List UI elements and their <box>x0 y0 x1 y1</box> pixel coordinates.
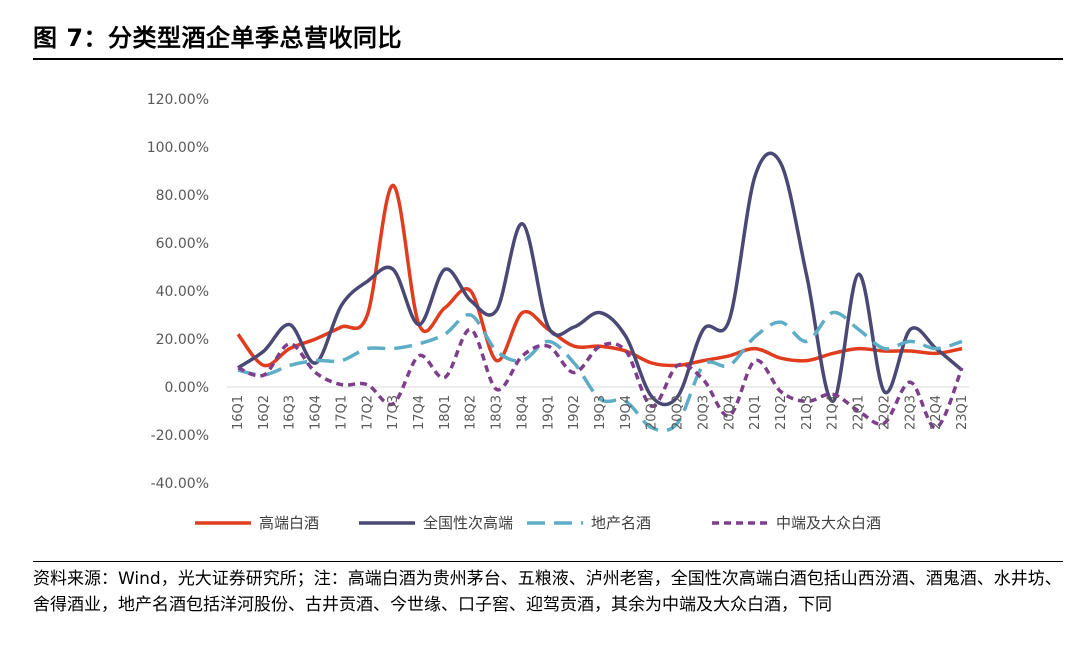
x-tick-label: 21Q3 <box>800 395 815 430</box>
x-tick-label: 19Q2 <box>567 395 582 430</box>
legend-label: 高端白酒 <box>259 514 319 532</box>
line-chart: 120.00% 100.00% 80.00% 60.00% 40.00% 20.00% 0.… <box>147 92 970 532</box>
y-tick-label: -40.00% <box>151 476 209 492</box>
y-tick-label: -20.00% <box>151 428 209 444</box>
figure-title: 图 7：分类型酒企单季总营收同比 <box>33 24 403 52</box>
y-tick-label: 120.00% <box>147 92 209 108</box>
x-tick-label: 17Q3 <box>386 395 401 430</box>
x-tick-label: 16Q3 <box>283 395 298 430</box>
x-tick-label: 17Q2 <box>360 395 375 430</box>
x-tick-label: 21Q2 <box>774 395 789 430</box>
legend-label: 中端及大众白酒 <box>776 514 881 532</box>
x-tick-label: 18Q3 <box>490 395 505 430</box>
x-axis: 16Q1 16Q2 16Q3 16Q4 17Q1 17Q2 17Q3 17Q4 18Q1 18Q2… <box>231 395 970 430</box>
source-rule <box>33 561 1063 562</box>
y-tick-label: 60.00% <box>156 236 209 252</box>
x-tick-label: 20Q3 <box>696 395 711 430</box>
x-tick-label: 16Q4 <box>309 395 324 430</box>
x-tick-label: 17Q4 <box>412 395 427 430</box>
y-axis: 120.00% 100.00% 80.00% 60.00% 40.00% 20.00% 0.… <box>147 92 209 492</box>
x-tick-label: 21Q4 <box>826 395 841 430</box>
x-tick-label: 23Q1 <box>955 395 970 430</box>
y-tick-label: 80.00% <box>156 188 209 204</box>
x-tick-label: 16Q1 <box>231 395 246 430</box>
x-tick-label: 19Q3 <box>593 395 608 430</box>
legend-label: 地产名酒 <box>591 514 651 532</box>
series-line-3 <box>237 327 964 430</box>
legend-label: 全国性次高端 <box>423 514 513 532</box>
x-tick-label: 19Q1 <box>541 395 556 430</box>
x-tick-label: 17Q1 <box>334 395 349 430</box>
x-tick-label: 20Q1 <box>645 395 660 430</box>
x-tick-label: 18Q4 <box>515 395 530 430</box>
x-tick-label: 18Q2 <box>464 395 479 430</box>
x-tick-label: 22Q2 <box>877 395 892 430</box>
series-line-1 <box>237 151 964 407</box>
x-tick-label: 20Q4 <box>722 395 737 430</box>
y-tick-label: 20.00% <box>156 332 209 348</box>
x-tick-label: 20Q2 <box>671 395 686 430</box>
y-tick-label: 40.00% <box>156 284 209 300</box>
legend: 高端白酒 全国性次高端 地产名酒 中端及大众白酒 <box>195 514 881 532</box>
x-tick-label: 19Q4 <box>619 395 634 430</box>
y-tick-label: 100.00% <box>147 140 209 156</box>
x-tick-label: 16Q2 <box>257 395 272 430</box>
series-line-0 <box>236 183 963 368</box>
x-tick-label: 22Q4 <box>929 395 944 430</box>
series-lines <box>236 151 964 433</box>
title-rule <box>33 58 1063 60</box>
source-note: 资料来源：Wind，光大证券研究所；注：高端白酒为贵州茅台、五粮液、泸州老窖，全… <box>33 569 1062 615</box>
y-tick-label: 0.00% <box>165 380 209 396</box>
x-tick-label: 22Q1 <box>852 395 867 430</box>
x-tick-label: 22Q3 <box>903 395 918 430</box>
x-tick-label: 21Q1 <box>748 395 763 430</box>
x-tick-label: 18Q1 <box>438 395 453 430</box>
series-line-2 <box>237 310 963 433</box>
